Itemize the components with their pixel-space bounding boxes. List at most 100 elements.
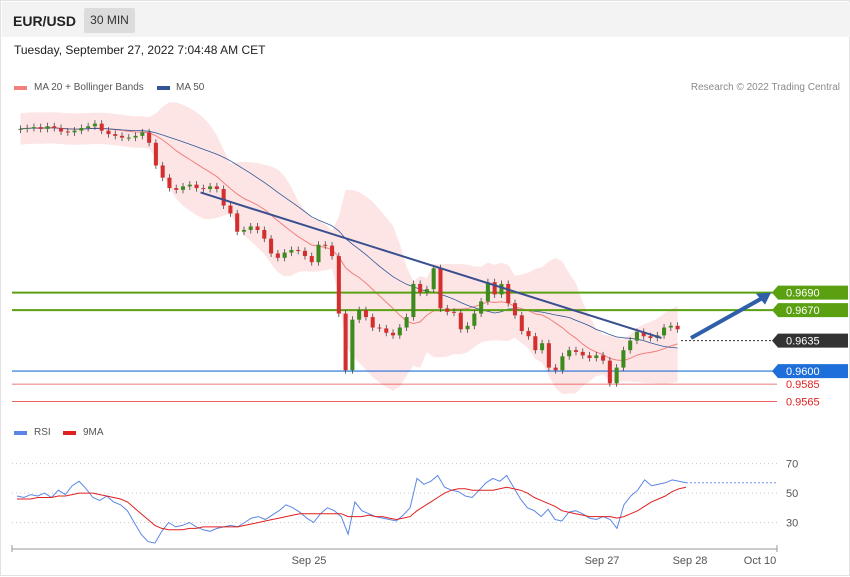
interval-button[interactable]: 30 MIN [84,8,135,33]
candle-body [512,303,518,316]
candle-body [668,325,673,328]
candle-body [479,301,484,314]
candle-body [309,256,314,263]
candle-body [540,343,545,351]
candle-body [174,188,179,190]
candle-body [458,312,463,330]
candle-body [641,331,646,337]
report-datetime: Tuesday, September 27, 2022 7:04:48 AM C… [14,43,266,57]
candle-body [255,226,260,230]
candle-body [377,327,382,329]
candle-body [357,310,362,320]
candle-body [492,282,497,295]
candle-body [580,351,585,356]
candle-body [289,249,294,253]
candle-body [628,340,633,351]
candle-body [445,308,450,312]
candle-body [424,289,429,293]
candle-body [106,130,111,135]
candle-body [506,283,511,304]
candle-body [451,311,457,313]
candle-body [262,229,267,239]
candle-body [553,367,558,371]
candle-body [411,283,416,318]
level-label-5: 0.9565 [786,397,820,409]
candle-body [269,238,274,254]
rsi-ma-swatch [63,431,76,435]
candle-body [587,355,592,359]
candle-body [275,253,280,258]
level-tag-2 [772,333,848,348]
rsi-tick-label: 70 [786,459,798,471]
level-label-4: 0.9585 [786,379,820,391]
candle-body [614,367,619,384]
candle-body [147,132,152,143]
candle-body [126,137,131,139]
candle-body [662,327,667,336]
candle-body [594,355,599,359]
candle-body [465,325,470,330]
candle-body [472,313,477,326]
candle-body [52,126,57,129]
currency-pair: EUR/USD [13,13,77,29]
candle-body [241,229,247,232]
candle-body [59,128,64,132]
level-tag-0 [772,285,848,300]
candle-body [214,186,219,189]
rsi-ma-line [17,486,687,531]
x-tick-label: Sep 25 [292,555,327,567]
candle-body [153,142,158,166]
forecast-arrow-head [756,292,771,305]
candle-body [391,332,396,336]
ma50-legend: MA 50 [176,82,205,93]
candle-body [208,186,213,189]
candle-body [397,327,402,336]
candle-body [363,310,368,318]
candle-body [79,128,84,131]
candle-body [330,245,335,257]
candle-body [384,328,389,333]
candle-body [235,213,240,232]
candle-body [546,343,551,368]
candle-body [221,188,226,206]
candle-body [201,188,206,190]
rsi-legend: RSI [34,427,51,438]
candle-body [180,186,186,190]
level-label-3: 0.9600 [786,366,820,378]
ma20-line [20,127,678,362]
candle-body [133,135,138,138]
x-tick-label: Oct 10 [744,555,776,567]
ma20-legend: MA 20 + Bollinger Bands [34,82,144,93]
candle-body [194,184,199,189]
level-tag-1 [772,303,848,318]
candle-body [634,331,639,341]
candle-body [228,205,233,214]
candle-body [187,184,192,187]
candle-body [38,127,43,129]
candle-body [92,123,97,127]
candle-body [18,128,23,130]
candle-body [370,317,375,328]
candle-body [675,325,680,330]
candle-body [607,360,612,384]
candle-body [343,313,348,371]
candle-body [438,268,443,309]
x-tick-label: Sep 28 [673,555,708,567]
candle-body [573,350,579,352]
candle-body [567,350,572,357]
candle-body [65,131,70,133]
level-label-2: 0.9635 [786,336,820,348]
rsi-swatch [14,431,27,435]
candle-body [323,244,328,246]
candle-body [431,268,436,290]
trendline [200,191,662,339]
rsi-tick-label: 50 [786,488,798,500]
credit-text: Research © 2022 Trading Central [690,82,840,93]
x-tick-label: Sep 27 [585,555,620,567]
candle-body [485,282,490,302]
rsi-ma-legend: 9MA [83,427,104,438]
candle-body [302,250,307,257]
candle-body [86,126,91,129]
